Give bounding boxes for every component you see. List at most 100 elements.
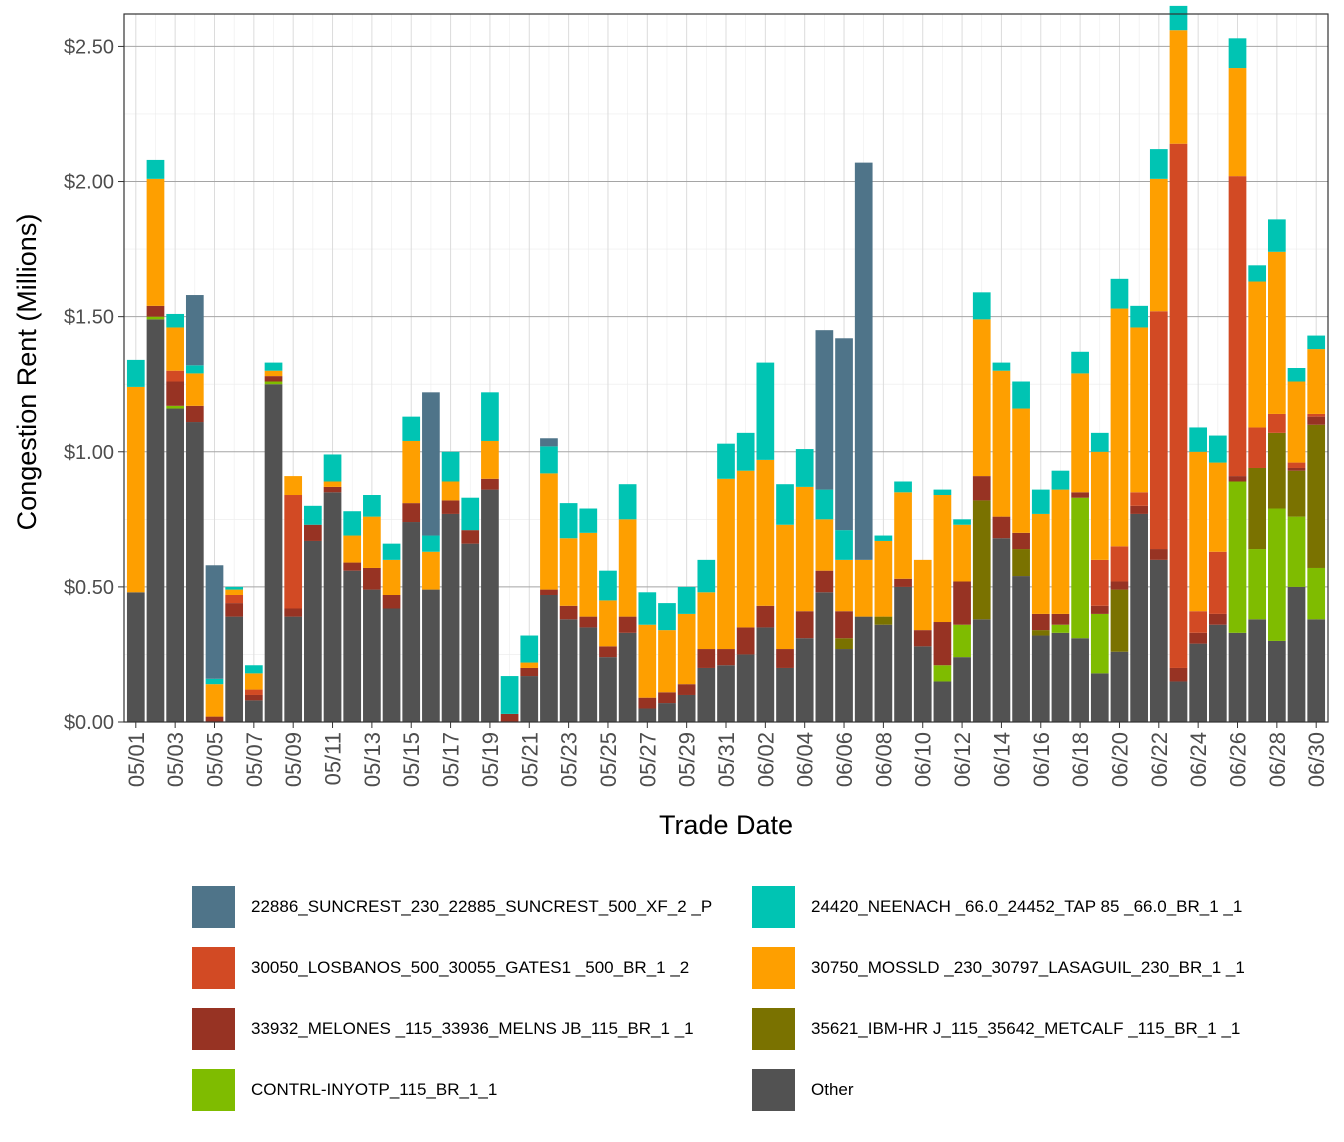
bar-segment [244, 673, 263, 690]
bar-segment [795, 449, 814, 487]
bar-segment [461, 497, 480, 531]
bar-segment [402, 416, 421, 441]
bar-segment [205, 678, 224, 685]
bar-segment [795, 611, 814, 639]
bar-segment [953, 524, 971, 582]
bar-segment [953, 519, 971, 525]
bar-segment [185, 405, 204, 423]
bar-segment [1071, 638, 1089, 722]
bar-segment [1110, 651, 1129, 722]
bar-segment [1071, 351, 1089, 374]
bar-segment [540, 594, 558, 722]
bar-segment [835, 649, 853, 722]
bar-segment [1267, 432, 1286, 509]
bar-segment [1189, 611, 1208, 633]
bar-segment [599, 657, 617, 722]
bar-segment [1090, 673, 1109, 722]
bar-segment [185, 365, 204, 374]
bar-segment [185, 422, 204, 722]
y-tick-label: $2.50 [64, 36, 114, 58]
legend-swatch [192, 886, 235, 928]
bar-segment [166, 313, 185, 328]
x-tick-label: 05/29 [675, 732, 700, 787]
x-tick-label: 06/30 [1304, 732, 1329, 787]
bar-segment [323, 486, 342, 493]
bar-segment [1307, 413, 1326, 417]
bar-segment [1189, 451, 1208, 612]
bar-segment [540, 446, 558, 474]
bar-segment [894, 586, 912, 722]
bar-segment [225, 594, 244, 604]
bar-segment [1130, 505, 1148, 514]
bar-segment [835, 611, 853, 639]
bar-segment [913, 630, 932, 647]
bar-segment [126, 386, 145, 593]
bar-segment [1110, 581, 1129, 590]
bar-segment [264, 362, 283, 371]
bar-segment [933, 489, 952, 496]
bar-segment [264, 384, 283, 722]
bar-segment [363, 567, 381, 590]
bar-segment [146, 316, 165, 320]
bar-segment [1228, 68, 1247, 177]
legend-item: 30050_LOSBANOS_500_30055_GATES1 _500_BR_… [192, 947, 689, 989]
bar-segment [1149, 311, 1168, 550]
bar-segment [1208, 551, 1227, 614]
x-tick-label: 05/07 [242, 732, 267, 787]
x-tick-label: 06/06 [832, 732, 857, 787]
bar-segment [166, 327, 185, 371]
bar-segment [894, 578, 912, 587]
bar-segment [559, 538, 578, 606]
bar-segment [1208, 624, 1227, 722]
bar-segment [323, 492, 342, 722]
bar-segment [146, 305, 165, 317]
bar-segment [776, 667, 794, 722]
x-tick-label: 06/18 [1068, 732, 1093, 787]
legend-label: 22886_SUNCREST_230_22885_SUNCREST_500_XF… [251, 897, 713, 916]
bar-segment [520, 635, 539, 663]
bar-segment [264, 376, 283, 382]
bar-segment [1051, 489, 1070, 614]
bar-segment [1090, 451, 1109, 560]
bar-segment [835, 530, 853, 560]
x-tick-label: 05/13 [360, 732, 385, 787]
bar-segment [422, 392, 440, 536]
bar-segment [992, 538, 1011, 722]
bar-segment [638, 592, 657, 625]
bar-segment [1130, 513, 1148, 722]
bar-segment [1149, 149, 1168, 179]
bar-segment [1189, 632, 1208, 644]
bar-segment [520, 667, 539, 677]
bar-segment [717, 649, 735, 666]
bar-segment [284, 476, 303, 496]
bar-segment [343, 511, 362, 536]
bar-segment [264, 381, 283, 385]
bar-segment [126, 592, 145, 722]
legend-swatch [752, 1008, 795, 1050]
bar-segment [638, 697, 657, 709]
bar-segment [1169, 5, 1188, 31]
bar-segment [382, 594, 401, 609]
bar-segment [972, 476, 991, 501]
bar-segment [1090, 613, 1109, 674]
bar-segment [697, 667, 716, 722]
bar-segment [736, 470, 755, 628]
bar-segment [1307, 424, 1326, 568]
bar-segment [1110, 589, 1129, 652]
bar-segment [933, 681, 952, 722]
bar-segment [815, 570, 834, 593]
y-tick-label: $0.00 [64, 712, 114, 734]
bar-segment [1051, 624, 1070, 633]
bar-segment [323, 481, 342, 487]
x-tick-label: 05/03 [163, 732, 188, 787]
bar-segment [579, 627, 598, 722]
bar-segment [618, 616, 637, 633]
bar-segment [225, 586, 244, 590]
bar-segment [382, 559, 401, 595]
bar-segment [658, 703, 676, 722]
bar-segment [835, 638, 853, 650]
bar-segment [343, 570, 362, 722]
bar-segment [1228, 481, 1247, 633]
bar-segment [1130, 492, 1148, 506]
bar-segment [618, 519, 637, 617]
